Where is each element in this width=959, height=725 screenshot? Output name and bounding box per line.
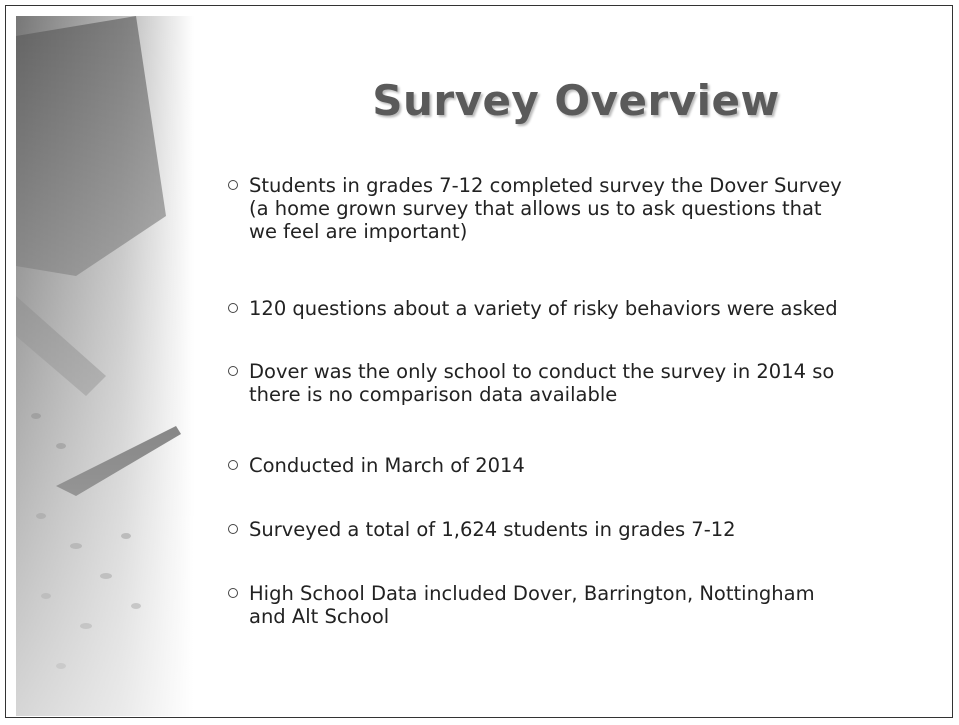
slide-title: Survey Overview: [372, 76, 780, 125]
bullet-text: Conducted in March of 2014: [249, 454, 525, 477]
bullet-text: (a home grown survey that allows us to a…: [249, 197, 822, 220]
bullet-marker: [228, 303, 238, 313]
bullet-marker: [228, 180, 238, 190]
slide: Survey Overview Students in grades 7-12 …: [5, 5, 953, 718]
bullet-text: Surveyed a total of 1,624 students in gr…: [249, 518, 736, 541]
bullet-text: and Alt School: [249, 605, 390, 628]
bullet-text: Students in grades 7-12 completed survey…: [249, 174, 842, 197]
decorative-image: [16, 16, 194, 716]
bullet-text: we feel are important): [249, 220, 468, 243]
bullet-marker: [228, 460, 238, 470]
bullet-marker: [228, 366, 238, 376]
bullet-text: High School Data included Dover, Barring…: [249, 582, 815, 605]
bullet-text: 120 questions about a variety of risky b…: [249, 297, 838, 320]
bullet-text: there is no comparison data available: [249, 383, 618, 406]
bullet-marker: [228, 524, 238, 534]
bullet-marker: [228, 588, 238, 598]
bullet-text: Dover was the only school to conduct the…: [249, 360, 835, 383]
